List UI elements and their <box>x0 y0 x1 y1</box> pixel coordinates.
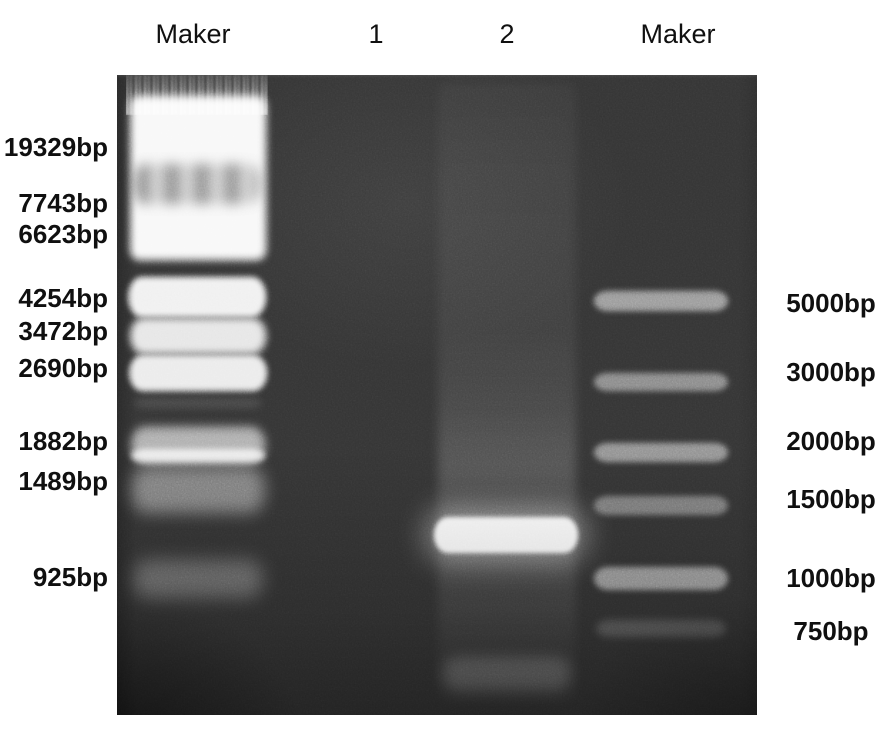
marker-left-band-925bp <box>133 560 263 598</box>
marker-right-band-1500bp <box>594 496 728 515</box>
gel-image <box>117 75 757 715</box>
lane-label-3-maker: Maker <box>640 19 716 49</box>
size-label-left-6623bp: 6623bp <box>18 219 108 249</box>
marker-right-band-1000bp <box>594 567 728 590</box>
lane-2-low-faint-band <box>443 657 571 691</box>
lane-2-smear <box>438 82 576 704</box>
lane-label-1-1: 1 <box>368 19 384 49</box>
marker-right-band-5000bp <box>594 291 728 311</box>
size-label-left-19329bp: 19329bp <box>3 132 108 162</box>
size-label-left-1489bp: 1489bp <box>18 466 108 496</box>
size-label-left-4254bp: 4254bp <box>18 283 108 313</box>
size-label-right-1000bp: 1000bp <box>786 563 876 593</box>
marker-right-band-3000bp <box>594 373 728 391</box>
lane-label-0-maker: Maker <box>155 19 231 49</box>
marker-right-band-2000bp <box>594 443 728 462</box>
size-label-left-925bp: 925bp <box>32 562 108 592</box>
size-label-right-750bp: 750bp <box>793 616 869 646</box>
marker-left-faint-interband <box>134 398 262 408</box>
marker-left-7743bp-dark-texture <box>134 164 260 204</box>
lane-2-main-product-band <box>434 517 578 553</box>
size-label-right-3000bp: 3000bp <box>786 357 876 387</box>
marker-left-band-1882bp-bright-edge <box>131 449 265 462</box>
lane-label-2-2: 2 <box>499 19 515 49</box>
size-label-right-2000bp: 2000bp <box>786 426 876 456</box>
size-label-left-3472bp: 3472bp <box>18 316 108 346</box>
size-label-left-7743bp: 7743bp <box>18 188 108 218</box>
size-label-left-1882bp: 1882bp <box>18 426 108 456</box>
marker-left-band-2690bp <box>129 355 267 391</box>
size-label-left-2690bp: 2690bp <box>18 353 108 383</box>
marker-right-band-750bp <box>596 620 726 637</box>
size-label-right-5000bp: 5000bp <box>786 288 876 318</box>
size-label-right-1500bp: 1500bp <box>786 484 876 514</box>
marker-left-band-3472bp <box>130 318 266 354</box>
marker-left-band-4254bp <box>128 277 266 317</box>
marker-left-band-1489bp <box>131 467 265 513</box>
